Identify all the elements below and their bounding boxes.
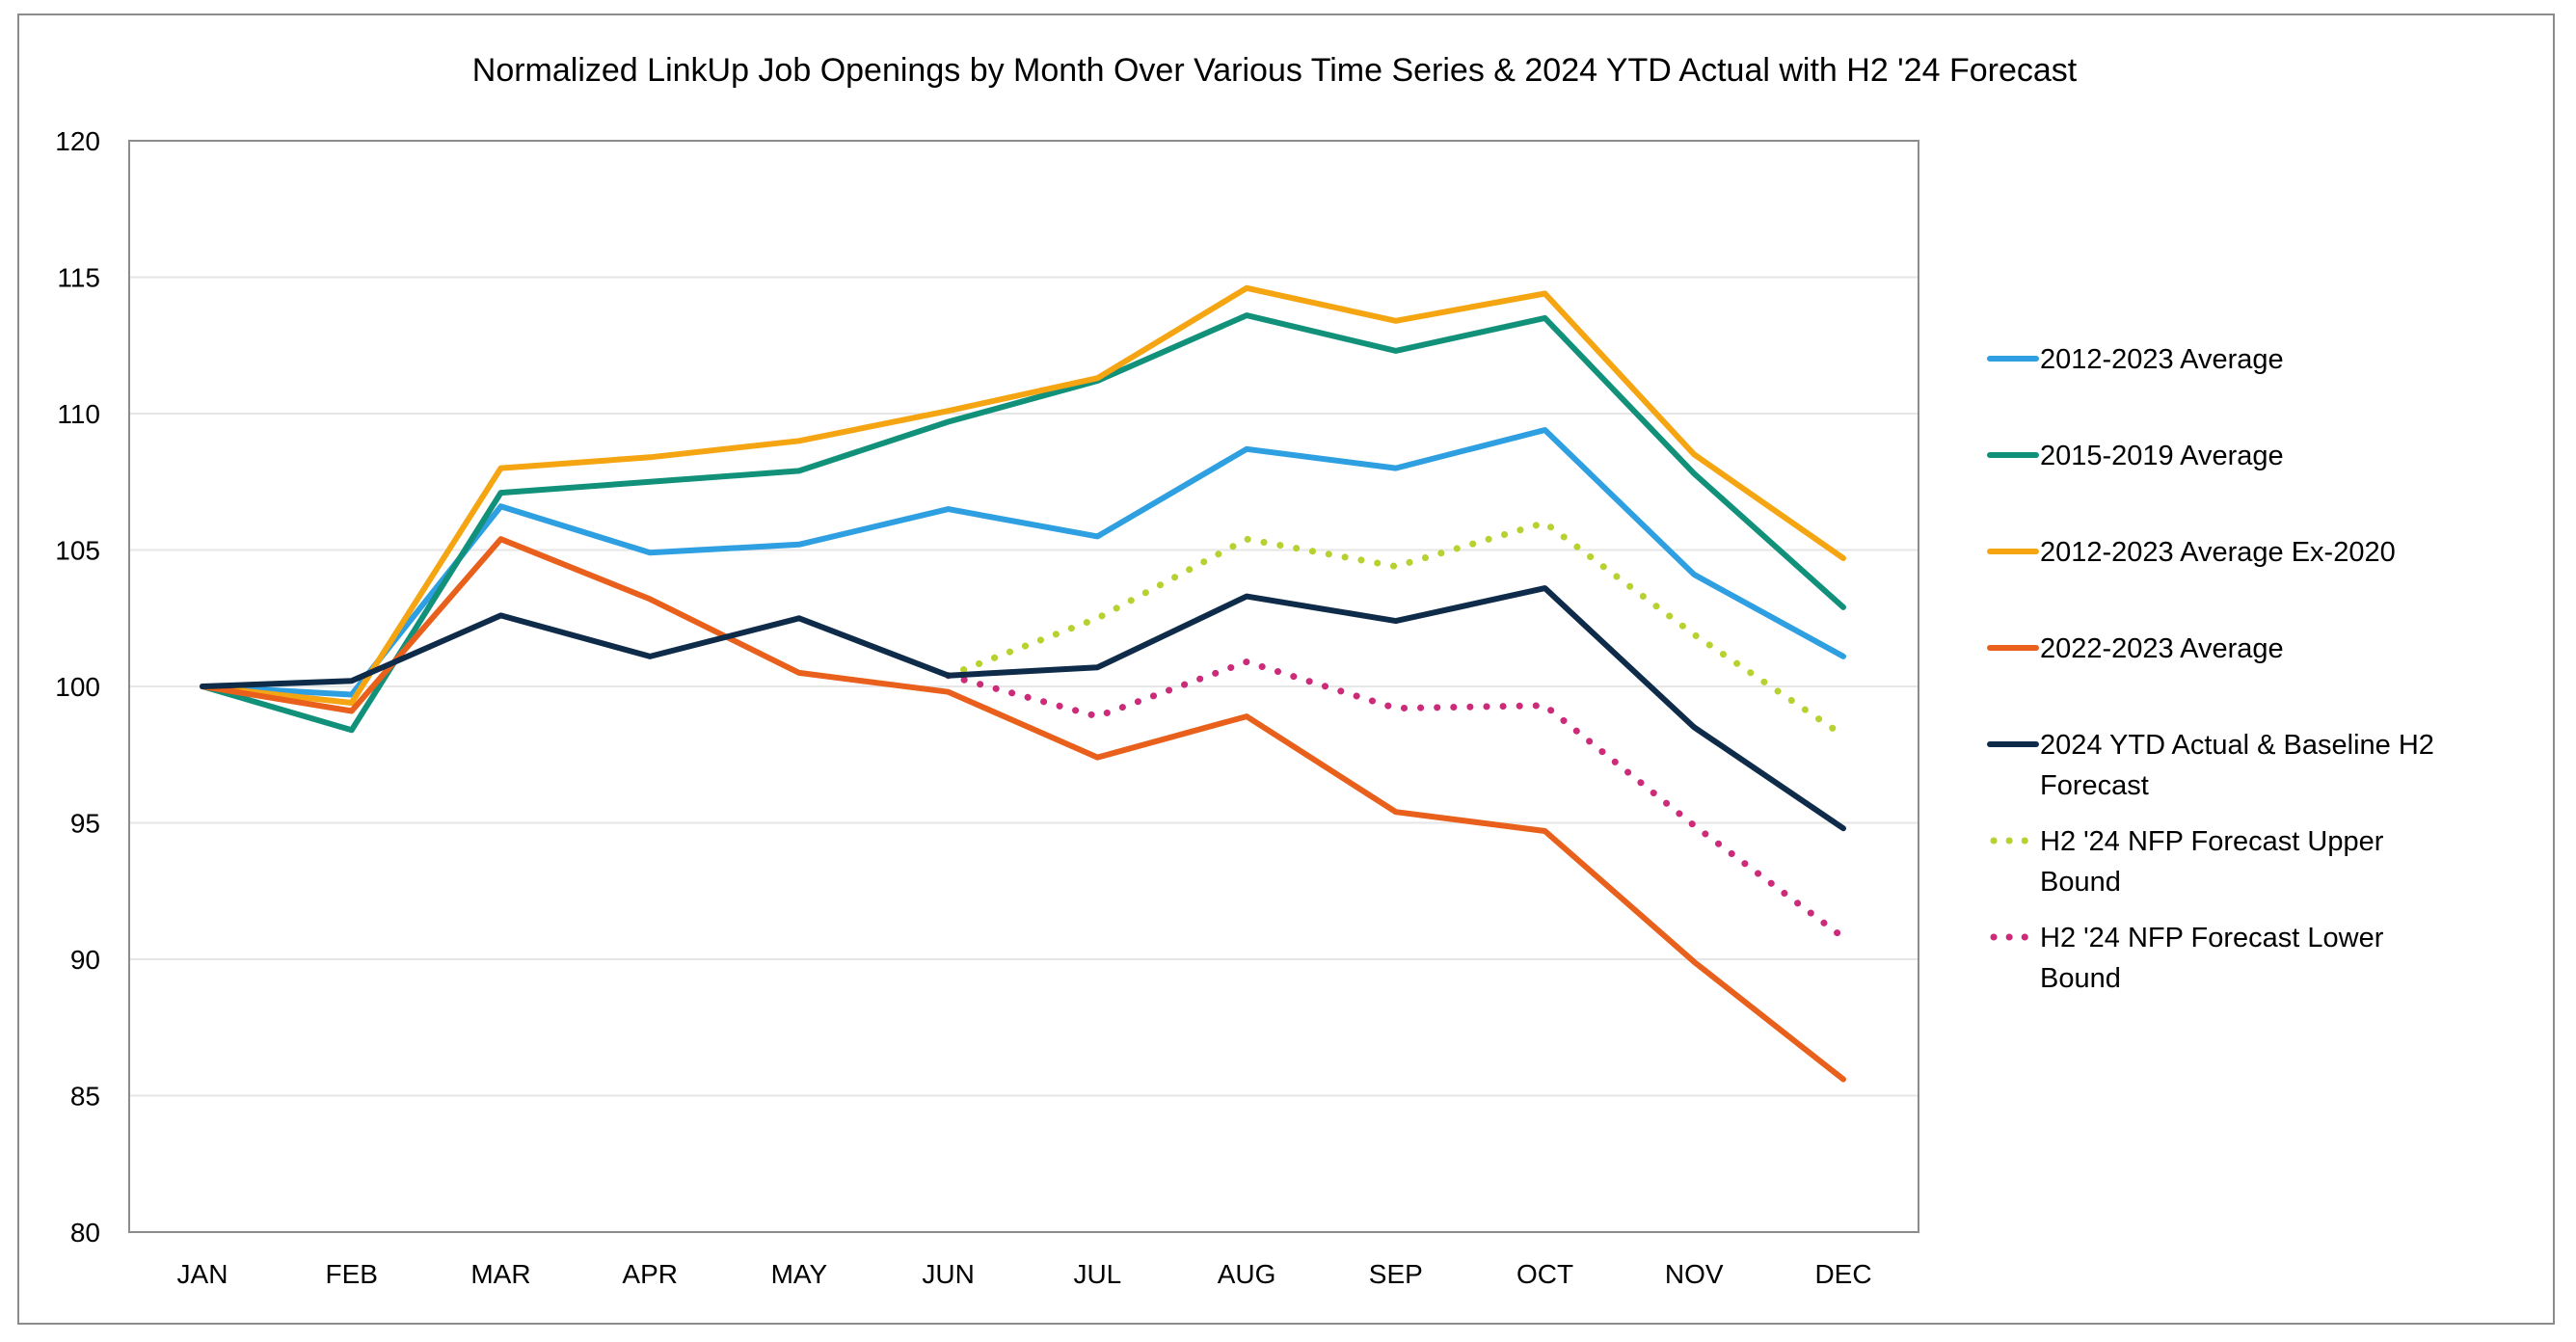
legend-label: H2 '24 NFP Forecast Lower Bound bbox=[2040, 923, 2384, 994]
chart-frame bbox=[17, 13, 2555, 1325]
y-tick-label: 85 bbox=[70, 1082, 100, 1112]
gridlines bbox=[129, 276, 1919, 1097]
legend-label: 2022-2023 Average bbox=[2040, 633, 2284, 664]
y-tick-label: 80 bbox=[70, 1218, 100, 1248]
series-line bbox=[200, 585, 1846, 832]
x-tick-label: SEP bbox=[1369, 1259, 1423, 1289]
series-line bbox=[200, 312, 1846, 734]
x-tick-label: JUN bbox=[922, 1259, 974, 1289]
x-tick-label: DEC bbox=[1814, 1259, 1871, 1289]
series-line bbox=[200, 284, 1846, 706]
y-tick-label: 90 bbox=[70, 945, 100, 975]
x-axis-ticks: JAN FEB MAR APR MAY JUN JUL AUG SEP OCT NOV DEC bbox=[177, 1259, 1872, 1289]
x-tick-label: MAR bbox=[470, 1259, 530, 1289]
y-tick-label: 105 bbox=[55, 536, 100, 566]
series-lines bbox=[200, 284, 1847, 1083]
x-tick-label: FEB bbox=[325, 1259, 377, 1289]
series-line bbox=[945, 519, 1847, 739]
legend-label: 2012-2023 Average Ex-2020 bbox=[2040, 537, 2396, 568]
x-tick-label: AUG bbox=[1218, 1259, 1276, 1289]
x-tick-label: OCT bbox=[1516, 1259, 1573, 1289]
x-tick-label: JAN bbox=[177, 1259, 228, 1289]
y-tick-label: 120 bbox=[55, 126, 100, 156]
x-tick-label: MAY bbox=[771, 1259, 828, 1289]
legend: 2012-2023 Average 2015-2019 Average 2012-2… bbox=[1987, 344, 2434, 994]
legend-label: 2015-2019 Average bbox=[2040, 441, 2284, 471]
y-tick-label: 110 bbox=[57, 399, 100, 429]
y-tick-label: 100 bbox=[55, 672, 100, 702]
legend-label: H2 '24 NFP Forecast Upper Bound bbox=[2040, 826, 2384, 898]
plot-area bbox=[128, 140, 1919, 1233]
x-tick-label: APR bbox=[622, 1259, 678, 1289]
y-tick-label: 95 bbox=[70, 809, 100, 839]
series-line bbox=[945, 658, 1847, 941]
y-axis-ticks: 120 115 110 105 100 95 90 85 80 bbox=[55, 126, 100, 1248]
y-tick-label: 115 bbox=[57, 263, 100, 293]
x-tick-label: NOV bbox=[1665, 1259, 1724, 1289]
x-tick-label: JUL bbox=[1073, 1259, 1121, 1289]
legend-label: 2024 YTD Actual & Baseline H2 Forecast bbox=[2040, 730, 2434, 801]
series-line bbox=[200, 536, 1846, 1083]
series-line bbox=[200, 427, 1846, 698]
chart-title: Normalized LinkUp Job Openings by Month … bbox=[472, 52, 2078, 89]
legend-label: 2012-2023 Average bbox=[2040, 344, 2284, 375]
